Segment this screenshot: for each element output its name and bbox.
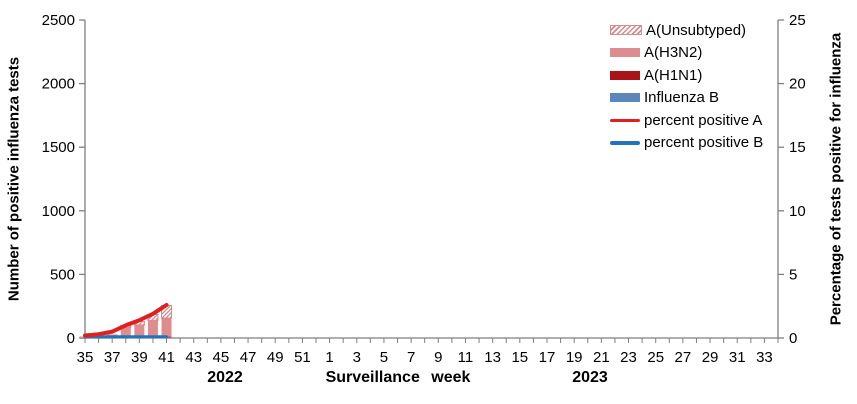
svg-text:47: 47 bbox=[240, 349, 257, 366]
percent-positive-a-line-swatch-icon bbox=[610, 118, 640, 122]
svg-text:45: 45 bbox=[213, 349, 230, 366]
a-h1n1-swatch-icon bbox=[610, 70, 640, 80]
legend-item-a-unsubtyped: A(Unsubtyped) bbox=[610, 19, 763, 42]
a-h3n2-swatch-icon bbox=[610, 48, 640, 58]
percent-positive-b-line-swatch-icon bbox=[610, 141, 640, 145]
svg-text:5: 5 bbox=[380, 349, 388, 366]
svg-text:41: 41 bbox=[158, 349, 175, 366]
svg-text:10: 10 bbox=[789, 203, 806, 220]
svg-text:25: 25 bbox=[789, 12, 806, 29]
legend-label: A(Unsubtyped) bbox=[646, 21, 747, 39]
svg-text:1000: 1000 bbox=[42, 203, 75, 220]
svg-text:1500: 1500 bbox=[42, 139, 75, 156]
year-label-2022: 2022 bbox=[207, 369, 243, 386]
legend-label: A(H3N2) bbox=[644, 44, 703, 62]
legend-label: percent positive A bbox=[644, 111, 763, 129]
svg-text:5: 5 bbox=[789, 266, 797, 283]
year-label-2023: 2023 bbox=[572, 369, 608, 386]
svg-text:2000: 2000 bbox=[42, 76, 75, 93]
influenza-b-swatch-icon bbox=[610, 93, 640, 103]
svg-text:2500: 2500 bbox=[42, 12, 75, 29]
svg-text:1: 1 bbox=[325, 349, 333, 366]
svg-text:49: 49 bbox=[267, 349, 284, 366]
legend-item-percent-positive-b: percent positive B bbox=[610, 132, 763, 155]
legend-label: Influenza B bbox=[644, 89, 720, 107]
svg-text:0: 0 bbox=[67, 330, 75, 347]
x-axis-title: Surveillance week bbox=[325, 369, 471, 386]
legend-label: percent positive B bbox=[644, 134, 764, 152]
svg-text:39: 39 bbox=[131, 349, 148, 366]
svg-text:31: 31 bbox=[729, 349, 746, 366]
a-unsubtyped-hatch-swatch-icon bbox=[610, 25, 642, 36]
svg-text:19: 19 bbox=[566, 349, 583, 366]
legend-item-percent-positive-a: percent positive A bbox=[610, 109, 763, 132]
svg-text:11: 11 bbox=[458, 349, 474, 366]
svg-text:21: 21 bbox=[593, 349, 610, 366]
svg-text:13: 13 bbox=[484, 349, 501, 366]
svg-text:51: 51 bbox=[294, 349, 311, 366]
svg-text:500: 500 bbox=[50, 266, 75, 283]
svg-text:33: 33 bbox=[756, 349, 773, 366]
svg-text:37: 37 bbox=[104, 349, 121, 366]
legend-item-influenza-b: Influenza B bbox=[610, 87, 763, 110]
legend-item-a-h1n1: A(H1N1) bbox=[610, 64, 763, 87]
svg-text:23: 23 bbox=[620, 349, 637, 366]
svg-text:27: 27 bbox=[675, 349, 692, 366]
svg-text:25: 25 bbox=[647, 349, 664, 366]
svg-text:35: 35 bbox=[77, 349, 94, 366]
legend-item-a-h3n2: A(H3N2) bbox=[610, 42, 763, 65]
svg-text:15: 15 bbox=[511, 349, 528, 366]
svg-text:29: 29 bbox=[702, 349, 719, 366]
svg-text:17: 17 bbox=[539, 349, 556, 366]
legend-label: A(H1N1) bbox=[644, 66, 703, 84]
svg-text:43: 43 bbox=[185, 349, 202, 366]
svg-text:0: 0 bbox=[789, 330, 797, 347]
chart-legend: A(Unsubtyped) A(H3N2) A(H1N1) Influenza … bbox=[610, 19, 763, 154]
svg-text:9: 9 bbox=[434, 349, 442, 366]
svg-text:7: 7 bbox=[407, 349, 415, 366]
svg-text:3: 3 bbox=[353, 349, 361, 366]
x-axis-caption-row: 2022 Surveillance week 2023 bbox=[0, 369, 857, 393]
svg-text:15: 15 bbox=[789, 139, 806, 156]
svg-text:20: 20 bbox=[789, 76, 806, 93]
